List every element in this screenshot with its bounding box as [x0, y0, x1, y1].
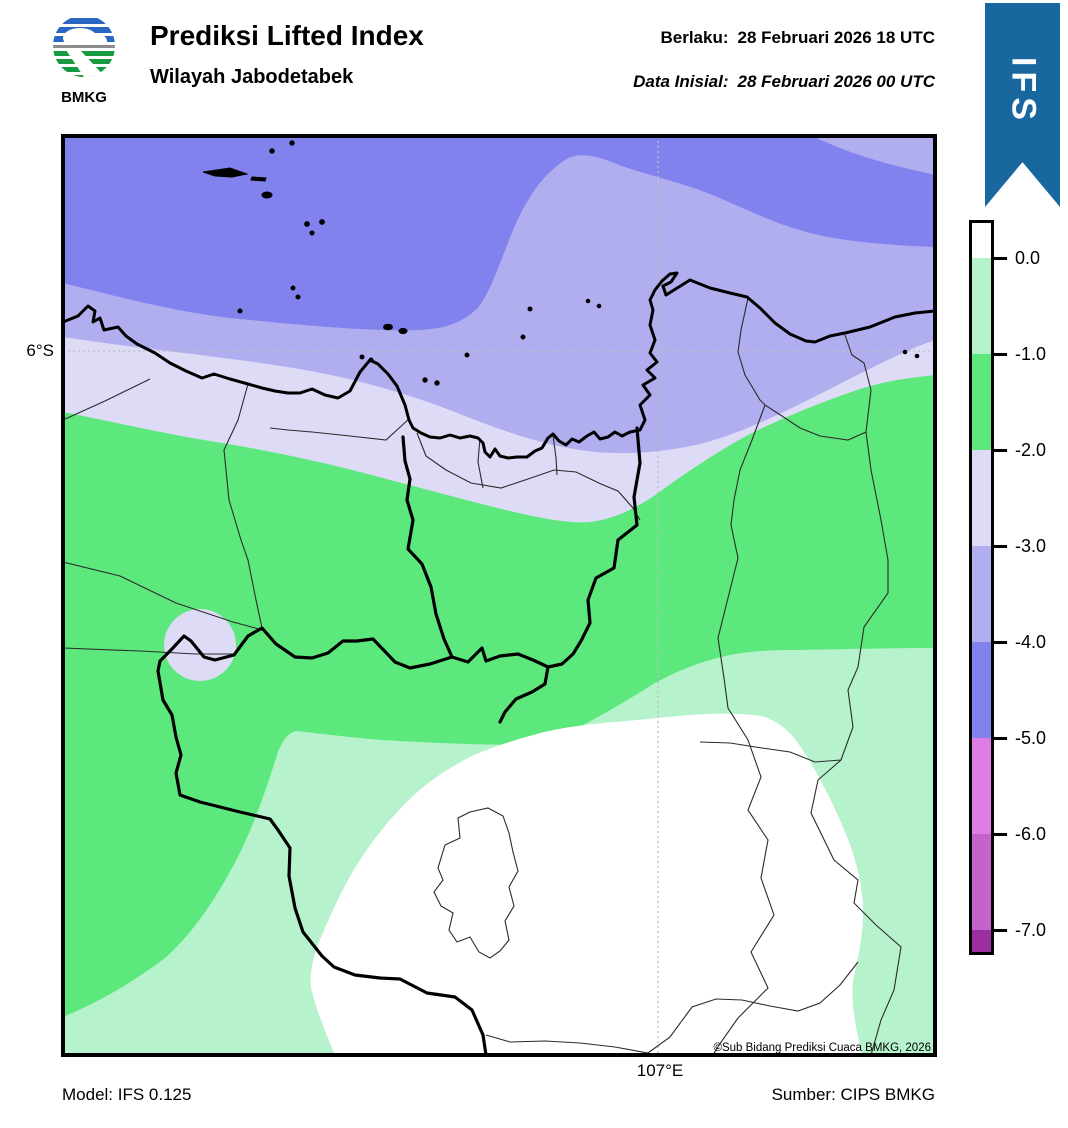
page-subtitle: Wilayah Jabodetabek: [150, 66, 354, 88]
map-copyright: ©Sub Bidang Prediksi Cuaca BMKG, 2026: [713, 1042, 931, 1054]
lat-tick-label: 6°S: [26, 341, 54, 360]
page-title: Prediksi Lifted Index: [150, 20, 424, 51]
legend-segment: [972, 642, 991, 738]
footer-model: Model: IFS 0.125: [62, 1085, 192, 1104]
islands: [202, 140, 920, 386]
valid-time-value: 28 Februari 2026 18 UTC: [737, 28, 935, 47]
legend-segment: [972, 258, 991, 354]
legend-tick: [994, 929, 1007, 932]
bmkg-logo-text: BMKG: [61, 89, 107, 106]
contour-pocket-lavender: [164, 609, 236, 681]
legend-tick: [994, 449, 1007, 452]
legend-segment: [972, 546, 991, 642]
legend-tick: [994, 641, 1007, 644]
legend-tick-label: -2.0: [1015, 440, 1047, 460]
lon-tick-label: 107°E: [636, 1061, 684, 1080]
legend-tick-label: -6.0: [1015, 824, 1047, 844]
bmkg-logo-icon: BMKG: [53, 15, 115, 106]
legend-tick-label: -7.0: [1015, 920, 1047, 940]
legend-tick-label: -5.0: [1015, 728, 1047, 748]
legend-segment: [972, 834, 991, 930]
legend-tick: [994, 737, 1007, 740]
legend-segment: [972, 738, 991, 834]
coastline: [63, 271, 935, 460]
legend-tick: [994, 257, 1007, 260]
initial-time-line: Data Inisial: 28 Februari 2026 00 UTC: [633, 72, 935, 92]
legend-tick-label: -1.0: [1015, 344, 1047, 364]
initial-time-label: Data Inisial:: [633, 72, 729, 91]
legend-tick-label: -3.0: [1015, 536, 1047, 556]
map-frame: [61, 134, 937, 1057]
jabodetabek-boundary: [156, 426, 642, 1055]
initial-time-value: 28 Februari 2026 00 UTC: [737, 72, 935, 91]
colorbar: [969, 220, 994, 955]
legend-tick: [994, 353, 1007, 356]
legend-segment: [972, 930, 991, 952]
legend-segment: [972, 354, 991, 450]
footer-source: Sumber: CIPS BMKG: [771, 1085, 935, 1104]
bmkg-logo: BMKG: [50, 12, 120, 106]
legend-segment: [972, 450, 991, 546]
valid-time-label: Berlaku:: [660, 28, 729, 47]
contour-region-white: [310, 713, 864, 1055]
legend-tick-label: 0.0: [1015, 248, 1041, 268]
legend-tick: [994, 833, 1007, 836]
legend-tick: [994, 545, 1007, 548]
valid-time-line: Berlaku: 28 Februari 2026 18 UTC: [660, 28, 935, 48]
legend-tick-label: -4.0: [1015, 632, 1047, 652]
contour-region-blue-purple: [63, 136, 935, 331]
colorbar-legend: 0.0 -1.0 -2.0 -3.0 -4.0 -5.0 -6.0 -7.0: [969, 220, 1064, 960]
legend-segment: [972, 223, 991, 258]
